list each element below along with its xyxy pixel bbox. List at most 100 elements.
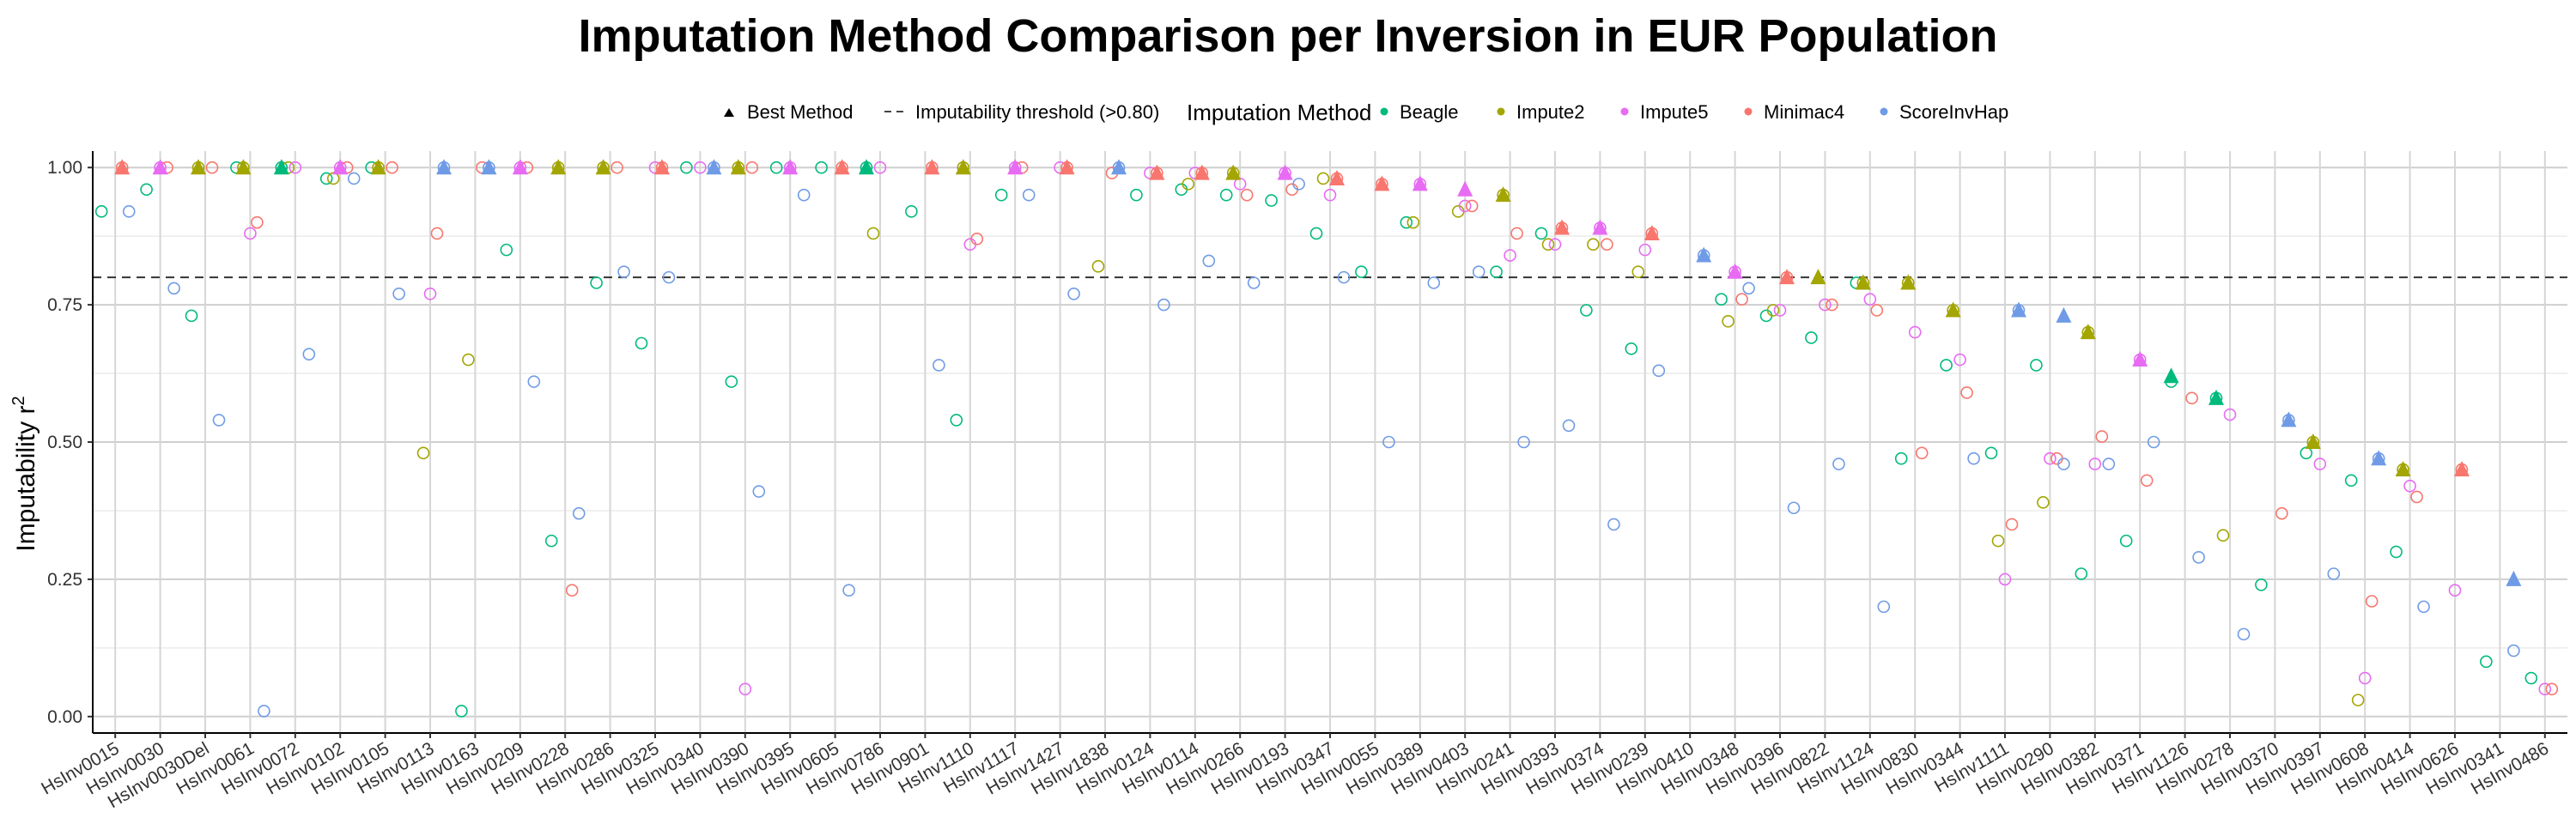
best-marker-HsInv0397	[2305, 433, 2321, 449]
legend-swatch-minimac4	[1744, 107, 1753, 116]
point-beagle-HsInv0055	[1355, 265, 1368, 279]
point-scoreinvhap-HsInv0393	[1562, 419, 1576, 433]
point-scoreinvhap-HsInv1126	[2192, 551, 2205, 564]
best-marker-HsInv0105	[370, 159, 386, 175]
point-impute2-HsInv0608	[2351, 694, 2365, 706]
best-marker-HsInv0286	[595, 159, 611, 175]
best-marker-HsInv0390	[730, 159, 746, 175]
point-beagle-HsInv0486	[2524, 671, 2538, 685]
points	[94, 161, 2559, 718]
point-beagle-HsInv0344	[1940, 359, 1953, 372]
best-marker-HsInv0290	[2056, 306, 2072, 323]
point-impute5-HsInv0396	[1773, 304, 1787, 317]
point-minimac4-HsInv0348	[1735, 293, 1748, 306]
point-beagle-HsInv0348	[1715, 293, 1728, 306]
point-minimac4-HsInv0344	[1960, 386, 1973, 399]
point-minimac4-HsInv0374	[1601, 238, 1613, 251]
legend-swatch-beagle	[1380, 107, 1388, 116]
point-scoreinvhap-HsInv0396	[1787, 501, 1801, 515]
point-beagle-HsInv0382	[2075, 567, 2088, 580]
point-scoreinvhap-HsInv0344	[1967, 451, 1980, 465]
best-marker-HsInv0239	[1643, 224, 1660, 240]
best-marker-HsInv0371	[2132, 351, 2148, 367]
legend-method-title: Imputation Method	[1187, 100, 1371, 125]
y-axis-title-text: Imputability r	[12, 406, 40, 552]
best-marker-HsInv0389	[1412, 175, 1428, 191]
legend-best-method-label: Best Method	[747, 101, 854, 123]
point-minimac4-HsInv0030Del	[205, 161, 219, 174]
point-beagle-HsInv0390	[725, 375, 738, 388]
best-marker-HsInv1838	[1111, 159, 1127, 175]
best-marker-HsInv0030	[152, 159, 168, 175]
point-minimac4-HsInv1124	[1870, 304, 1884, 317]
point-impute5-HsInv0830	[1908, 325, 1922, 339]
point-beagle-HsInv1117	[994, 188, 1008, 202]
point-scoreinvhap-HsInv0061	[258, 705, 270, 718]
legend-swatch-scoreinvhap	[1880, 107, 1888, 116]
point-impute2-HsInv0393	[1541, 238, 1555, 251]
point-scoreinvhap-HsInv0266	[1247, 276, 1261, 289]
point-minimac4-HsInv0390	[745, 161, 759, 174]
point-minimac4-HsInv0241	[1510, 227, 1523, 240]
point-scoreinvhap-HsInv0241	[1517, 435, 1530, 449]
point-impute5-HsInv0278	[2223, 408, 2237, 421]
point-minimac4-HsInv0486	[2545, 682, 2559, 696]
best-marker-HsInv0608	[2371, 450, 2387, 466]
best-marker-HsInv0374	[1592, 219, 1608, 235]
point-beagle-HsInv0193	[1265, 194, 1278, 207]
point-impute2-HsInv0114	[1182, 178, 1195, 191]
point-beagle-HsInv0393	[1534, 227, 1548, 240]
best-marker-HsInv0605	[834, 159, 850, 175]
point-impute2-HsInv0239	[1631, 265, 1645, 279]
best-marker-HsInv0241	[1495, 186, 1511, 203]
point-beagle-HsInv0340	[680, 161, 693, 174]
chart-title: Imputation Method Comparison per Inversi…	[578, 10, 1997, 62]
point-impute5-HsInv0061	[244, 227, 257, 240]
y-axis-title-superscript: 2	[9, 396, 28, 405]
y-tick-label-2: 0.50	[47, 433, 82, 452]
point-impute5-HsInv0239	[1638, 243, 1652, 257]
point-impute2-HsInv0278	[2216, 529, 2230, 542]
point-impute2-HsInv0102	[326, 172, 340, 185]
best-marker-HsInv0626	[2454, 460, 2470, 476]
best-marker-HsInv0015	[114, 159, 131, 175]
point-beagle-HsInv1111	[1984, 446, 1998, 460]
point-beagle-HsInv0228	[544, 534, 558, 548]
point-impute5-HsInv0344	[1953, 353, 1966, 367]
y-axis-title: Imputability r2	[9, 396, 40, 551]
point-impute5-HsInv0414	[2403, 479, 2416, 493]
point-scoreinvhap-HsInv0102	[347, 172, 361, 185]
best-method-markers	[114, 159, 2522, 586]
legend-label-impute2: Impute2	[1516, 101, 1585, 123]
best-marker-HsInv1427	[1059, 159, 1075, 175]
best-marker-HsInv0209	[512, 159, 528, 175]
point-minimac4-HsInv0266	[1240, 188, 1254, 202]
legend-label-beagle: Beagle	[1400, 101, 1459, 123]
point-impute2-HsInv1111	[1991, 534, 2005, 548]
point-scoreinvhap-HsInv0105	[392, 288, 405, 300]
point-scoreinvhap-HsInv1117	[1022, 188, 1036, 202]
y-tick-label-0: 0.00	[47, 707, 82, 727]
legend: Best Method Imputability threshold (>0.8…	[724, 100, 2008, 125]
point-minimac4-HsInv0382	[2095, 430, 2109, 443]
point-scoreinvhap-HsInv0348	[1742, 282, 1755, 295]
point-scoreinvhap-HsInv0403	[1472, 265, 1485, 279]
point-beagle-HsInv0102	[319, 172, 333, 185]
best-marker-HsInv0901	[924, 159, 940, 175]
point-scoreinvhap-HsInv0341	[2507, 644, 2520, 657]
point-beagle-HsInv0822	[1805, 331, 1818, 344]
point-impute5-HsInv0403	[1458, 199, 1472, 213]
point-minimac4-HsInv1126	[2185, 391, 2198, 405]
point-beagle-HsInv0325	[635, 336, 648, 350]
point-impute5-HsInv0382	[2088, 457, 2102, 470]
best-marker-HsInv0382	[2080, 324, 2096, 340]
point-impute5-HsInv1124	[1863, 293, 1877, 306]
point-impute5-HsInv1111	[1998, 573, 2012, 586]
point-scoreinvhap-HsInv0072	[302, 348, 316, 360]
point-impute5-HsInv0486	[2538, 682, 2552, 696]
point-minimac4-HsInv1110	[970, 233, 984, 245]
point-beagle-HsInv0015	[94, 205, 108, 218]
legend-swatch-impute5	[1620, 107, 1629, 116]
point-scoreinvhap-HsInv0371	[2147, 435, 2160, 449]
